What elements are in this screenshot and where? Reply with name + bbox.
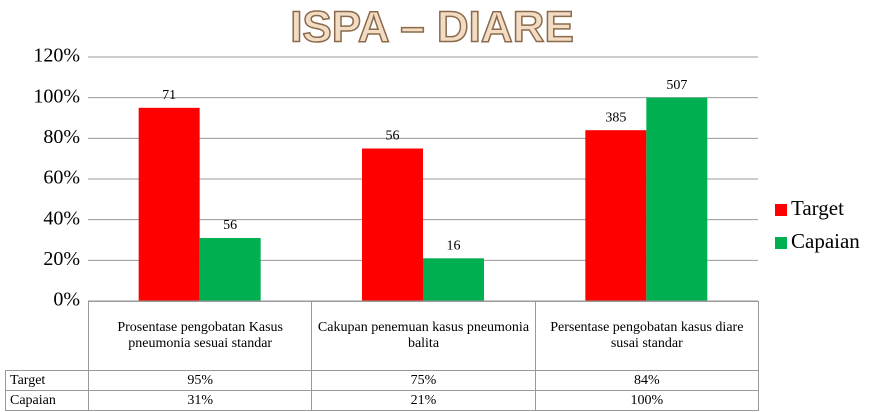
bar — [199, 237, 261, 301]
count-label: 16 — [447, 239, 461, 254]
legend-swatch — [775, 237, 787, 249]
count-label: 56 — [223, 218, 237, 233]
category-label: Cakupan penemuan kasus pneumonia balita — [311, 301, 536, 371]
y-tick-label: 0% — [53, 289, 80, 311]
table-value: 95% — [88, 370, 313, 391]
category-label: Prosentase pengobatan Kasus pneumonia se… — [88, 301, 313, 371]
bar — [362, 148, 423, 301]
table-row-label: Capaian — [5, 390, 89, 411]
table-value: 75% — [311, 370, 536, 391]
table-value: 31% — [88, 390, 313, 411]
table-row-label: Target — [5, 370, 89, 391]
y-tick-label: 100% — [33, 85, 80, 107]
bar — [138, 107, 200, 301]
y-tick-label: 60% — [43, 167, 80, 189]
legend-swatch — [775, 204, 787, 216]
legend-label: Capaian — [791, 229, 860, 253]
count-label: 507 — [666, 78, 687, 93]
y-tick-label: 20% — [43, 248, 80, 270]
y-tick-label: 120% — [33, 45, 80, 67]
table-value: 21% — [311, 390, 536, 411]
count-label: 71 — [162, 88, 176, 103]
y-tick-label: 80% — [43, 126, 80, 148]
count-label: 385 — [605, 110, 626, 125]
category-label: Persentase pengobatan kasus diare susai … — [534, 301, 759, 371]
legend-label: Target — [791, 196, 844, 220]
chart-title: ISPA – DIARE — [290, 3, 574, 52]
bar — [646, 97, 708, 302]
table-value: 100% — [534, 390, 759, 411]
y-tick-label: 40% — [43, 207, 80, 229]
count-label: 56 — [386, 129, 400, 144]
table-value: 84% — [534, 370, 759, 391]
bar — [585, 130, 647, 301]
bar — [423, 258, 484, 301]
